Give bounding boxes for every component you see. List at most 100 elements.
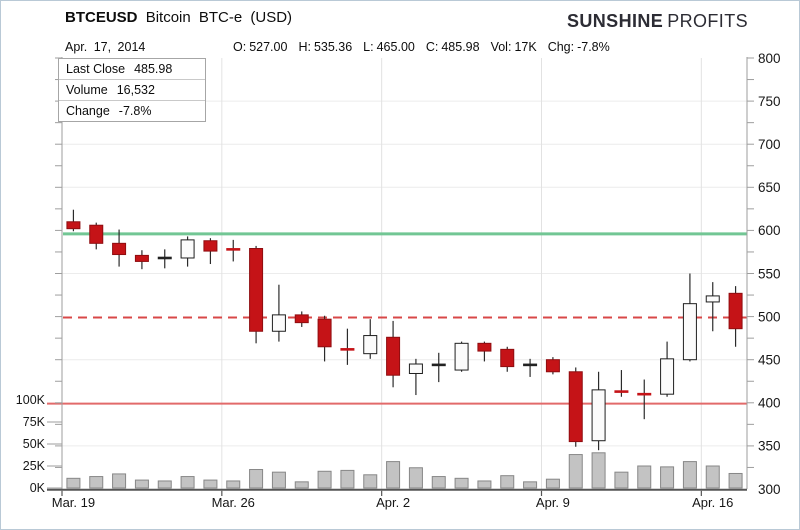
info-value: 485.98 xyxy=(134,62,173,76)
volume-bar xyxy=(134,479,149,489)
price-tick-label: 550 xyxy=(758,266,781,281)
candle xyxy=(591,371,606,451)
volume-bar xyxy=(591,452,606,489)
volume-bar xyxy=(363,474,378,489)
date-tick-label: Apr. 2 xyxy=(376,495,410,510)
candle-body xyxy=(271,314,286,332)
date-label: Apr. 17, 2014 xyxy=(65,40,146,54)
candles-layer xyxy=(66,209,743,451)
candle-body xyxy=(203,240,218,252)
price-tick-label: 750 xyxy=(758,94,781,109)
candle-body xyxy=(705,295,720,303)
candle xyxy=(226,239,241,262)
candle xyxy=(454,341,469,372)
price-tick-label: 300 xyxy=(758,482,781,497)
candle-body xyxy=(180,239,195,259)
volume-bar xyxy=(705,465,720,489)
volume-bar xyxy=(728,472,743,489)
info-value: -7.8% xyxy=(118,104,152,118)
level-lines xyxy=(47,232,747,405)
ohlc-readout: O: 527.00 H: 535.36 L: 465.00 C: 485.98 Vol: 17K C… xyxy=(233,40,621,54)
price-tick-label: 600 xyxy=(758,223,781,238)
candle-body xyxy=(66,221,81,230)
candle xyxy=(728,286,743,347)
ohlc-change-value: -7.8% xyxy=(577,40,610,54)
ohlc-volume-value: 17K xyxy=(514,40,537,54)
info-label: Volume xyxy=(66,83,108,97)
info-row-last-close: Last Close 485.98 xyxy=(59,59,205,79)
candle-body xyxy=(363,335,378,355)
info-label: Change xyxy=(66,104,110,118)
candle xyxy=(386,320,401,388)
ohlc-low-label: L: xyxy=(363,40,374,54)
instrument-label: Bitcoin BTC-e (USD) xyxy=(145,9,293,26)
volume-bar xyxy=(226,480,241,489)
candle xyxy=(477,341,492,362)
candle-body xyxy=(317,318,332,348)
date-tick-label: Mar. 26 xyxy=(212,495,255,510)
candle-body xyxy=(682,303,697,361)
volume-bar xyxy=(203,479,218,489)
volume-tick-label: 75K xyxy=(23,415,46,429)
candle-body xyxy=(500,348,515,368)
candle xyxy=(134,250,149,270)
candle xyxy=(157,249,172,269)
candle-body xyxy=(477,342,492,352)
candle xyxy=(203,238,218,265)
candle xyxy=(545,357,560,375)
volume-bars xyxy=(66,452,743,489)
volume-bar xyxy=(545,478,560,489)
volume-bar xyxy=(431,476,446,489)
ohlc-change-label: Chg: xyxy=(547,40,575,54)
symbol-label: BTCEUSD xyxy=(65,9,138,26)
price-tick-label: 400 xyxy=(758,396,781,411)
axes-layer: 300 350 400 450 500 550 600 650 700 750 800 100K 75K… xyxy=(16,51,781,510)
candle xyxy=(568,367,583,447)
candle xyxy=(363,319,378,359)
candle-body xyxy=(660,358,675,395)
price-tick-label: 450 xyxy=(758,353,781,368)
ohlc-high-label: H: xyxy=(298,40,311,54)
volume-bar xyxy=(408,467,423,489)
candle xyxy=(294,311,309,327)
volume-bar xyxy=(249,469,264,489)
ohlc-open-value: 527.00 xyxy=(249,40,288,54)
ohlc-close-value: 485.98 xyxy=(441,40,480,54)
volume-bar xyxy=(614,471,629,489)
candle xyxy=(408,358,423,396)
candle-body xyxy=(294,314,309,324)
info-label: Last Close xyxy=(66,62,126,76)
candle xyxy=(66,209,81,232)
volume-tick-label: 0K xyxy=(30,481,46,495)
info-row-volume: Volume 16,532 xyxy=(59,79,205,100)
volume-bar xyxy=(660,466,675,489)
price-tick-label: 700 xyxy=(758,137,781,152)
info-value: 16,532 xyxy=(116,83,155,97)
candle-body xyxy=(545,359,560,373)
candle xyxy=(705,282,720,332)
chart-title: BTCEUSD Bitcoin BTC-e (USD) xyxy=(65,9,292,26)
brand-bold: SUNSHINE xyxy=(566,11,664,31)
brand-light: PROFITS xyxy=(667,11,748,31)
volume-bar xyxy=(66,477,81,489)
price-tick-label: 650 xyxy=(758,180,781,195)
volume-bar xyxy=(112,473,127,489)
date-tick-label: Apr. 9 xyxy=(536,495,570,510)
date-tick-label: Apr. 16 xyxy=(692,495,733,510)
volume-bar xyxy=(317,470,332,489)
candle xyxy=(637,379,652,420)
volume-bar xyxy=(271,471,286,489)
volume-bar xyxy=(294,481,309,489)
candle xyxy=(431,352,446,383)
volume-tick-label: 25K xyxy=(23,459,46,473)
candle-body xyxy=(89,224,104,244)
candle xyxy=(271,284,286,342)
brand-logo: SUNSHINE PROFITS xyxy=(567,11,748,32)
price-tick-label: 800 xyxy=(758,51,781,66)
candle xyxy=(660,341,675,397)
volume-bar xyxy=(500,475,515,489)
candle-body xyxy=(728,292,743,330)
volume-tick-label: 50K xyxy=(23,437,46,451)
volume-bar xyxy=(523,481,538,489)
